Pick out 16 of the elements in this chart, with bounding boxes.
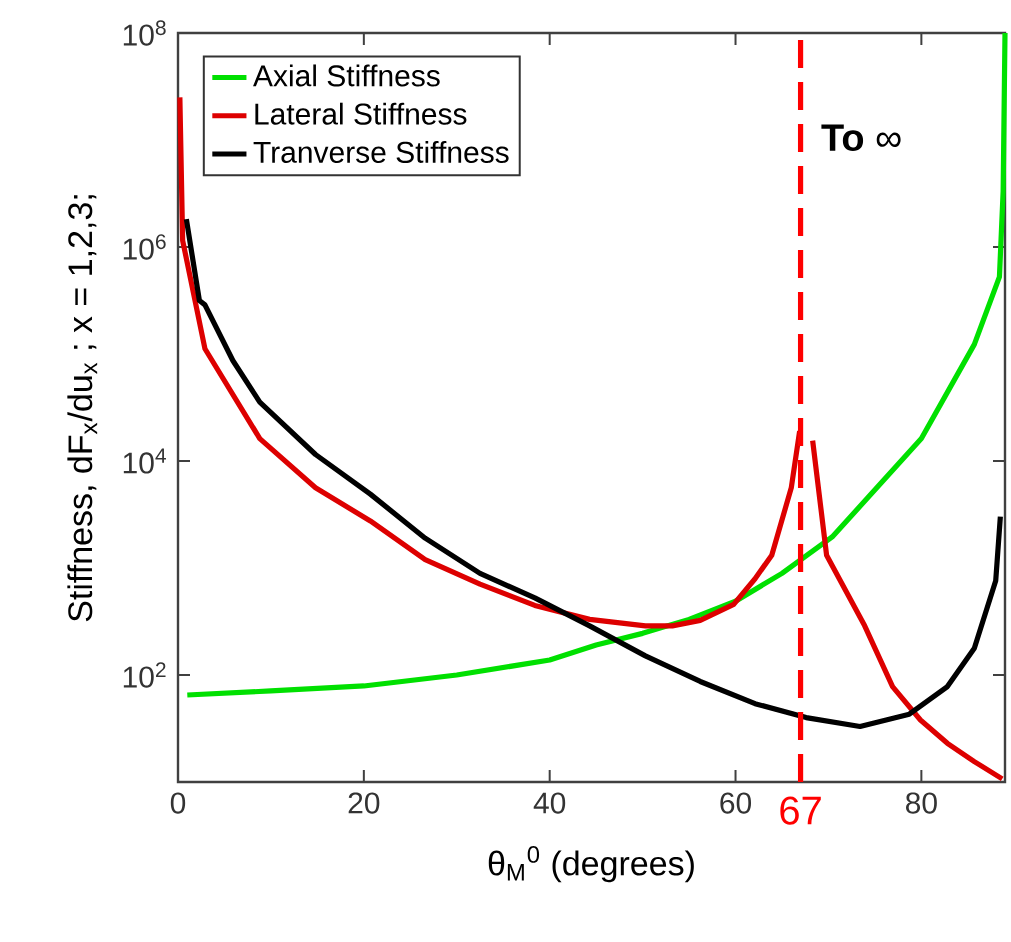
y-tick-label: 10$^{2}$: [123, 662, 166, 688]
x-tick-label: 20: [348, 792, 380, 814]
legend-label: Lateral Stiffness: [255, 102, 467, 125]
x-axis-title: θ$_{M}$$^{0}$ (degrees): [488, 846, 694, 883]
y-tick-label: 10$^{8}$: [123, 20, 166, 46]
x-tick-label: 80: [906, 792, 937, 814]
annotation: To ∞: [821, 124, 901, 152]
y-tick-label: 10$^{6}$: [123, 234, 166, 260]
ref-line-label: 67: [780, 796, 821, 825]
x-tick-label: 60: [720, 792, 752, 814]
y-axis-title: Stiffness, dF$_{x}$/du$_{x}$ ; x = 1,2,3;: [67, 195, 98, 622]
x-tick-label: 0: [170, 792, 186, 814]
legend-label: Axial Stiffness: [253, 64, 440, 87]
x-tick-label: 40: [533, 792, 566, 814]
legend-label: Tranverse Stiffness: [253, 140, 509, 163]
y-tick-label: 10$^{4}$: [123, 448, 166, 474]
